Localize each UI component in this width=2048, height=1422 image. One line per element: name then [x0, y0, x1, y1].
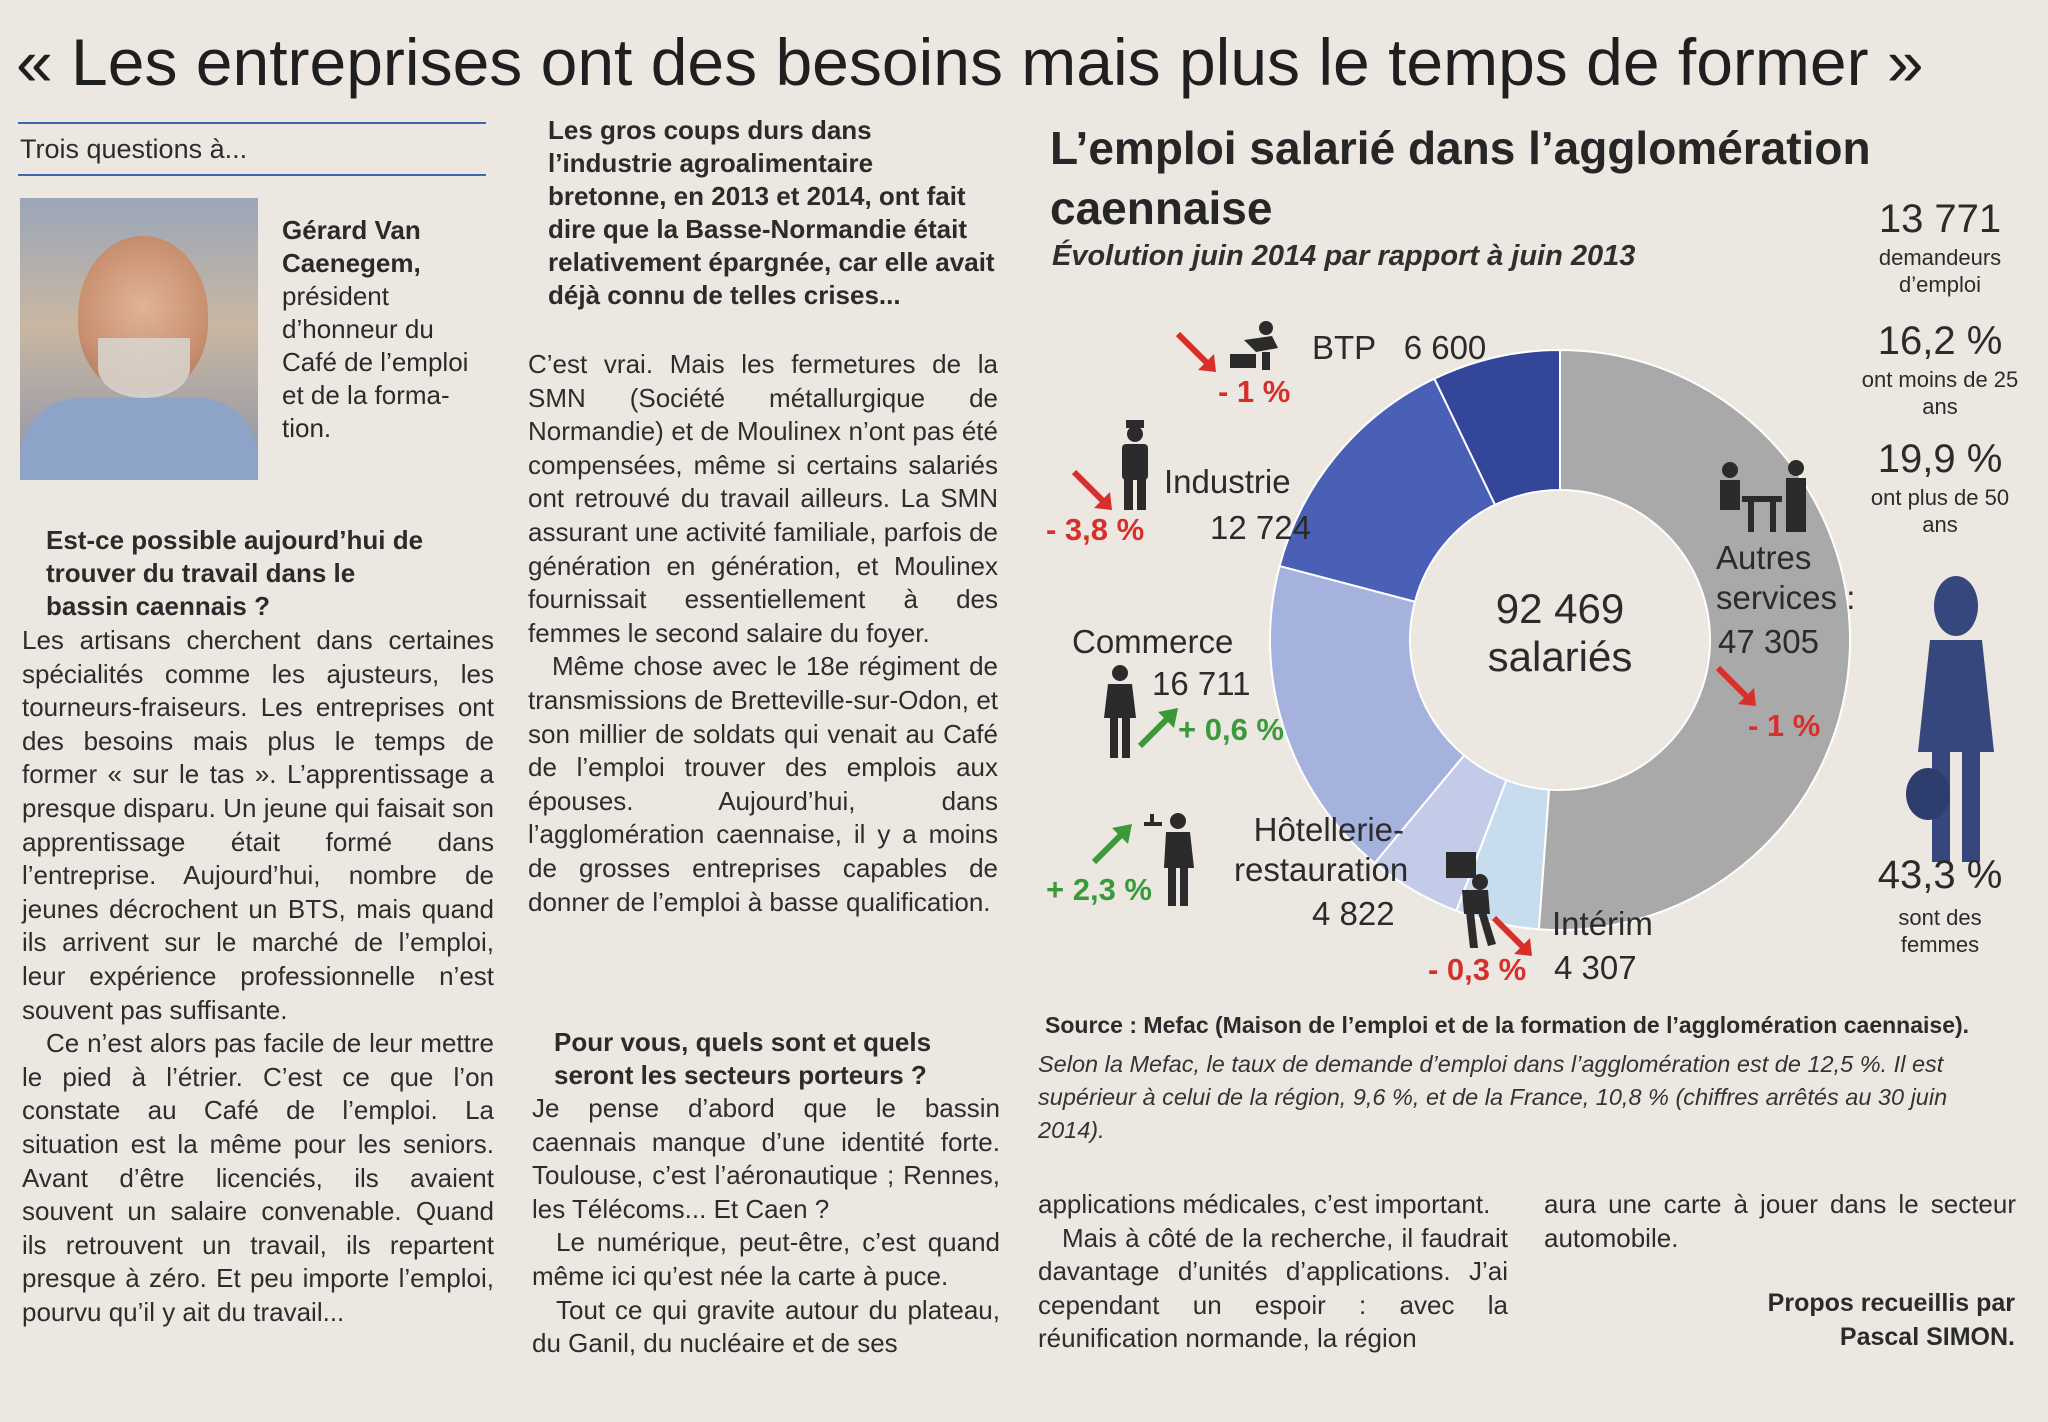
question-2: Les gros coups durs dans l’industrie agr… — [548, 115, 995, 310]
donut-total-number: 92 469 — [1495, 585, 1625, 632]
byline: Propos recueillis par Pascal SIMON. — [1690, 1286, 2015, 1354]
arrow-down-industrie-icon — [1071, 469, 1112, 510]
stat-women-number: 43,3 % — [1877, 853, 2003, 897]
byline-line-2: Pascal SIMON. — [1839, 1323, 2015, 1351]
label-btp: BTP 6 600 — [1312, 328, 1486, 368]
delta-btp: - 1 % — [1218, 374, 1291, 409]
donut-hole — [1411, 491, 1709, 789]
stat-under25-number: 16,2 % — [1877, 319, 2003, 363]
delta-interim: - 0,3 % — [1428, 952, 1527, 987]
portrait-shirt — [20, 398, 258, 480]
answer-3-cont-paragraph-2: Mais à côté de la recherche, il faudrait… — [1038, 1222, 1508, 1354]
slice-autres-services — [1537, 348, 1851, 931]
answer-3-cont-paragraph-1: applications médicales, c’est important. — [1038, 1189, 1491, 1219]
answer-3-paragraph-2: Le numérique, peut-être, c’est quand mêm… — [532, 1227, 1000, 1291]
answer-2: C’est vrai. Mais les fermetures de la SM… — [528, 348, 998, 919]
label-interim: Intérim — [1552, 905, 1653, 942]
stat-over50-number: 19,9 % — [1877, 437, 2003, 481]
stat-women-label: sont des femmes — [1898, 905, 1982, 957]
arrow-down-btp-icon — [1175, 331, 1216, 372]
interviewee-bio: Gérard Van Caenegem, président d’honneur… — [282, 214, 492, 445]
byline-line-1: Propos recueillis par — [1767, 1289, 2015, 1317]
answer-2-paragraph-1: C’est vrai. Mais les fermetures de la SM… — [528, 349, 998, 648]
label-btp-name: BTP — [1312, 329, 1377, 366]
answer-1: Les artisans cherchent dans certaines sp… — [22, 624, 494, 1329]
value-interim: 4 307 — [1554, 949, 1637, 986]
article-headline: « Les entreprises ont des besoins mais p… — [16, 25, 1924, 99]
factory-worker-icon — [1122, 420, 1148, 510]
label-btp-value: 6 600 — [1403, 329, 1487, 366]
arrow-up-hotellerie-icon — [1091, 824, 1132, 865]
portrait-photo — [20, 198, 258, 480]
delta-industrie: - 3,8 % — [1046, 512, 1145, 547]
kicker-top-rule — [18, 122, 486, 124]
answer-3-end-paragraph: aura une carte à jouer dans le secteur a… — [1544, 1189, 2016, 1253]
slice-commerce — [1269, 564, 1466, 865]
question-1: Est-ce possible aujourd’hui de trouver d… — [46, 525, 424, 621]
kicker-bottom-rule — [18, 174, 486, 176]
woman-silhouette-icon — [1906, 576, 1994, 862]
label-autres-services: Autres services : — [1716, 539, 1856, 616]
answer-1-paragraph-1: Les artisans cherchent dans certaines sp… — [22, 625, 494, 1025]
slice-industrie — [1278, 377, 1497, 603]
arrow-down-autres-icon — [1715, 665, 1756, 706]
delivery-worker-icon — [1446, 852, 1496, 948]
kicker: Trois questions à... — [20, 134, 248, 164]
answer-3: Je pense d’abord que le bassin caennais … — [532, 1092, 1000, 1361]
value-industrie: 12 724 — [1210, 509, 1311, 546]
delta-hotellerie: + 2,3 % — [1046, 872, 1152, 907]
delta-autres-services: - 1 % — [1748, 708, 1821, 743]
employment-donut-chart — [1269, 348, 1851, 931]
infographic-note: Selon la Mefac, le taux de demande d’emp… — [1038, 1051, 1948, 1143]
construction-worker-icon — [1230, 321, 1278, 370]
portrait-beard — [98, 338, 190, 398]
delta-commerce: + 0,6 % — [1178, 712, 1284, 747]
donut-center-total: 92 469 salariés — [1460, 585, 1660, 681]
infographic-title: L’emploi salarié dans l’agglomération ca… — [1050, 122, 1871, 234]
answer-3-paragraph-3: Tout ce qui gravite autour du plateau, d… — [532, 1294, 1000, 1359]
label-industrie: Industrie — [1164, 463, 1291, 500]
office-workers-icon — [1720, 460, 1806, 532]
stat-under25-label: ont moins de 25 ans — [1861, 367, 2019, 419]
shop-assistant-icon — [1104, 665, 1136, 758]
interviewee-role: président d’honneur du Café de l’emploi … — [282, 281, 469, 443]
answer-1-paragraph-2: Ce n’est alors pas facile de leur mettre… — [22, 1028, 494, 1327]
stat-jobseekers-label: demandeurs d’emploi — [1878, 245, 2002, 297]
question-3: Pour vous, quels sont et quels seront le… — [554, 1027, 932, 1090]
answer-3-paragraph-1: Je pense d’abord que le bassin caennais … — [532, 1093, 1000, 1224]
stat-jobseekers-number: 13 771 — [1878, 197, 2002, 241]
arrow-up-commerce-icon — [1137, 708, 1178, 749]
arrow-down-interim-icon — [1491, 915, 1532, 956]
value-hotellerie: 4 822 — [1312, 895, 1395, 932]
stat-over50-label: ont plus de 50 ans — [1870, 485, 2010, 537]
answer-3-end: aura une carte à jouer dans le secteur a… — [1544, 1188, 2016, 1255]
value-commerce: 16 711 — [1152, 665, 1251, 702]
answer-2-paragraph-2: Même chose avec le 18e régiment de trans… — [528, 651, 998, 917]
infographic-subtitle: Évolution juin 2014 par rapport à juin 2… — [1052, 240, 1636, 272]
value-autres-services: 47 305 — [1718, 623, 1819, 660]
waiter-icon — [1144, 813, 1194, 906]
answer-3-continued: applications médicales, c’est important.… — [1038, 1188, 1508, 1356]
donut-total-label: salariés — [1487, 633, 1633, 680]
interviewee-name: Gérard Van Caenegem, — [282, 215, 421, 278]
infographic-source: Source : Mefac (Maison de l’emploi et de… — [1045, 1012, 1970, 1038]
label-hotellerie: Hôtellerie-restauration — [1234, 811, 1409, 888]
label-commerce: Commerce — [1072, 623, 1234, 660]
